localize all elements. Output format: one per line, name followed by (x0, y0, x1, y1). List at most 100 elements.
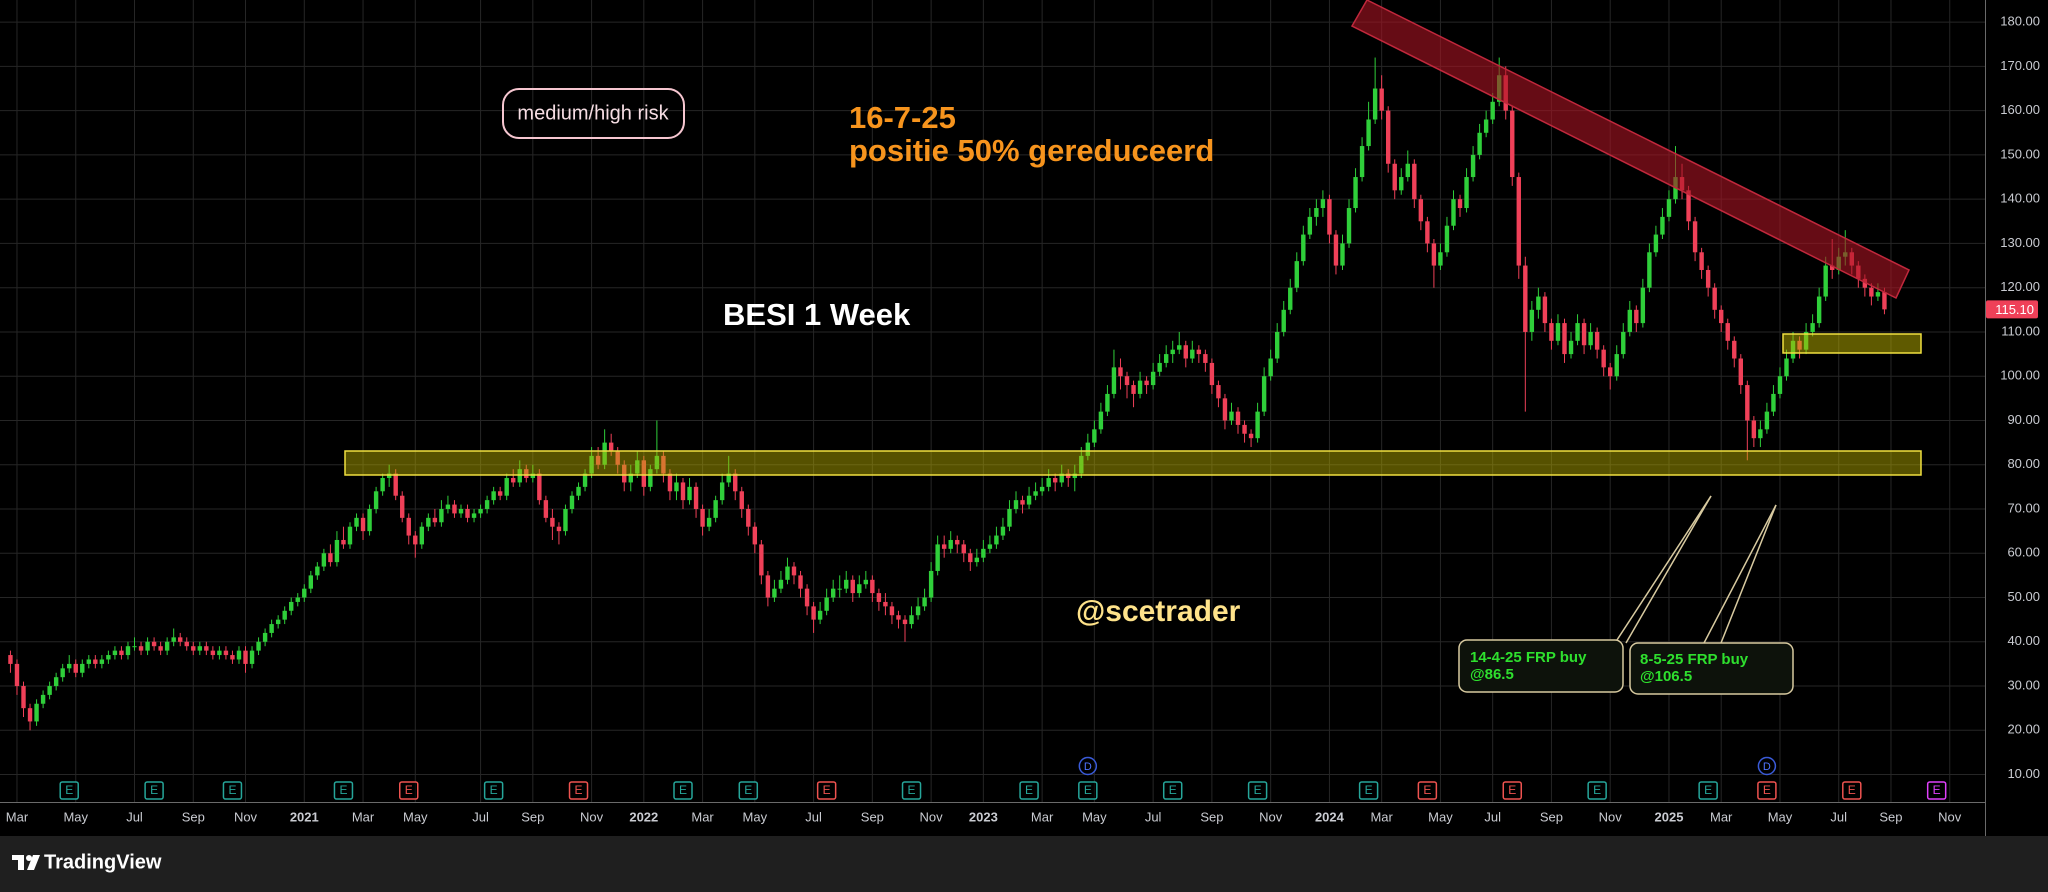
candle-body (184, 641, 189, 647)
callout-text: 8-5-25 FRP buy (1640, 651, 1749, 668)
candle-body (1385, 110, 1391, 164)
y-axis-band (1986, 0, 2048, 836)
candle-body (360, 517, 366, 532)
candle-body (386, 473, 392, 479)
candle-body (1353, 177, 1358, 209)
candle-body (1869, 287, 1874, 297)
candle-body (1163, 354, 1169, 363)
candle-body (896, 615, 901, 620)
candle-body (556, 526, 562, 532)
x-tick-label: May (1428, 809, 1453, 824)
x-tick-label: Jul (1484, 809, 1501, 824)
candle-body (308, 575, 314, 589)
candle-body (1418, 199, 1424, 222)
candle-body (465, 508, 470, 518)
candle-body (1248, 433, 1254, 439)
x-tick-label: May (743, 809, 768, 824)
candle-body (27, 708, 33, 722)
candle-body (1399, 177, 1404, 191)
candle-body (1222, 398, 1228, 421)
y-tick-label: 150.00 (2000, 146, 2040, 161)
candle-body (1301, 234, 1306, 262)
candle-body (400, 495, 405, 518)
candle-body (1771, 393, 1776, 412)
candle-body (1627, 309, 1632, 332)
earnings-label: E (679, 783, 687, 797)
x-tick-label: Sep (1200, 809, 1223, 824)
candle-body (1242, 424, 1247, 434)
candle-body (1875, 292, 1881, 297)
candle-body (197, 646, 203, 651)
candle-body (1320, 199, 1326, 209)
candle-body (1830, 265, 1835, 270)
candle-body (902, 619, 908, 625)
earnings-label: E (823, 783, 831, 797)
y-tick-label: 40.00 (2007, 633, 2040, 648)
candle-body (1581, 323, 1587, 346)
y-tick-label: 100.00 (2000, 368, 2040, 383)
x-tick-label: Mar (352, 809, 375, 824)
candle-body (576, 486, 581, 496)
candle-body (1738, 358, 1743, 386)
y-tick-label: 50.00 (2007, 589, 2040, 604)
candle-body (622, 464, 627, 483)
earnings-label: E (1704, 783, 1712, 797)
candle-body (1483, 119, 1489, 133)
candle-body (1177, 345, 1182, 350)
candle-body (1725, 323, 1730, 341)
callout-box (1629, 642, 1794, 695)
candle-body (667, 473, 673, 492)
earnings-marker (333, 781, 354, 800)
candle-body (230, 655, 235, 660)
candle-body (922, 597, 927, 607)
x-tick-label: 2025 (1655, 809, 1684, 824)
candle-body (491, 491, 496, 501)
candle-body (302, 588, 307, 598)
candle-body (73, 663, 78, 673)
candle-body (1066, 473, 1071, 479)
candle-body (419, 526, 425, 545)
candle-body (171, 637, 176, 642)
logo-part (27, 855, 40, 870)
candle-body (928, 570, 934, 598)
earnings-label: E (1423, 783, 1431, 797)
earnings-label: E (65, 783, 73, 797)
candle-body (981, 548, 986, 558)
candle-body (1255, 411, 1260, 439)
candle-body (589, 455, 594, 474)
candle-body (1288, 287, 1293, 310)
candle-body (1882, 292, 1887, 310)
candle-body (289, 601, 294, 611)
risk-box (502, 88, 685, 139)
candle-body (295, 597, 300, 602)
candle-body (733, 473, 738, 492)
earnings-label: E (339, 783, 347, 797)
callout-pointer (1703, 504, 1777, 644)
chart-title: BESI 1 Week (723, 297, 911, 332)
candle-body (602, 442, 607, 465)
candle-body (687, 486, 692, 501)
candle-body (93, 659, 98, 664)
earnings-marker (59, 781, 79, 800)
candle-body (1575, 323, 1580, 341)
candle-body (1464, 177, 1469, 209)
x-tick-label: May (1082, 809, 1107, 824)
candle-body (648, 469, 653, 487)
candle-body (1229, 411, 1234, 421)
earnings-label: E (1933, 783, 1941, 797)
candle-body (955, 539, 960, 545)
candle-body (1346, 208, 1352, 244)
earnings-marker (483, 781, 504, 800)
callout-box (1458, 639, 1624, 693)
earnings-marker (1698, 781, 1718, 800)
candle-body (1588, 331, 1593, 346)
y-tick-label: 170.00 (2000, 58, 2040, 73)
earnings-label: E (1084, 783, 1092, 797)
candle-body (1705, 269, 1711, 288)
candle-body (772, 588, 777, 598)
candle-body (21, 686, 26, 709)
candle-body (909, 615, 914, 625)
earnings-label: E (908, 783, 916, 797)
